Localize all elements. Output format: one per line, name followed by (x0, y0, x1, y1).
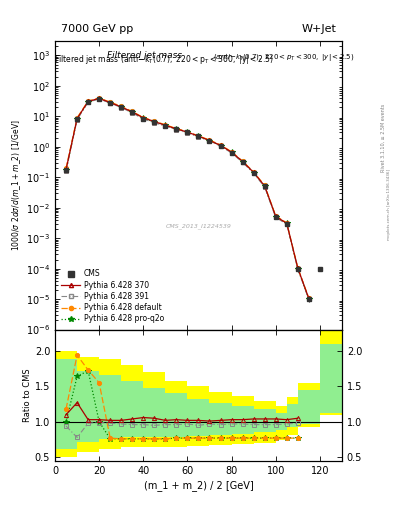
X-axis label: (m_1 + m_2) / 2 [GeV]: (m_1 + m_2) / 2 [GeV] (143, 480, 253, 490)
Text: $(anti\mathrm{-}k_T(0.7),\ 220{<}p_T{<}300,\ |y|{<}2.5)$: $(anti\mathrm{-}k_T(0.7),\ 220{<}p_T{<}3… (213, 51, 354, 63)
Y-axis label: Ratio to CMS: Ratio to CMS (23, 369, 32, 422)
Y-axis label: $1000/\sigma$ $2d\sigma/d(m\_1 + m\_2)$ [1/GeV]: $1000/\sigma$ $2d\sigma/d(m\_1 + m\_2)$ … (11, 119, 23, 251)
Text: Filtered jet mass: Filtered jet mass (107, 51, 182, 60)
Text: CMS_2013_I1224539: CMS_2013_I1224539 (165, 223, 231, 228)
Legend: CMS, Pythia 6.428 370, Pythia 6.428 391, Pythia 6.428 default, Pythia 6.428 pro-: CMS, Pythia 6.428 370, Pythia 6.428 391,… (59, 267, 167, 326)
Text: Rivet 3.1.10, ≥ 2.5M events: Rivet 3.1.10, ≥ 2.5M events (381, 104, 386, 173)
Text: Filtered jet mass $\mathregular{(anti\mathbf{-}k_T(0.7),\ 220{<}p_T{<}300,\ |y|{: Filtered jet mass $\mathregular{(anti\ma… (54, 53, 274, 66)
Text: W+Jet: W+Jet (301, 24, 336, 34)
Text: mcplots.cern.ch [arXiv:1306.3436]: mcplots.cern.ch [arXiv:1306.3436] (387, 169, 391, 240)
Text: 7000 GeV pp: 7000 GeV pp (61, 24, 133, 34)
